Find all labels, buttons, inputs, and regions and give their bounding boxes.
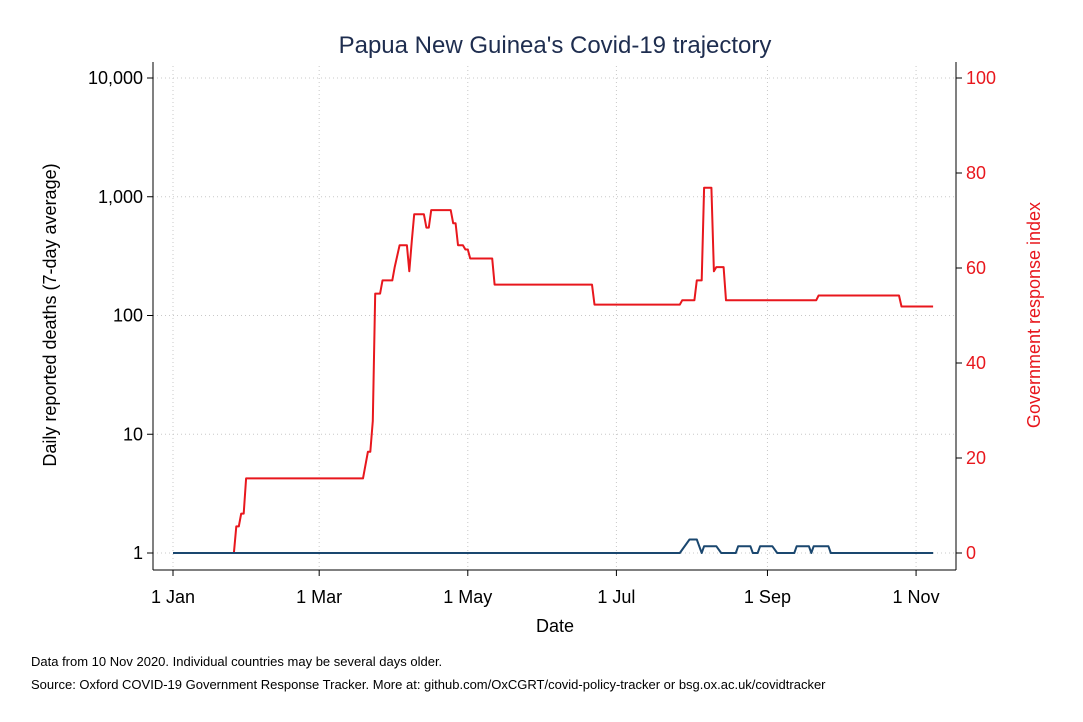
y-left-tick-label: 10,000: [88, 68, 143, 88]
x-tick-label: 1 May: [443, 587, 492, 607]
y-right-tick-label: 60: [966, 258, 986, 278]
y-left-tick-label: 10: [123, 424, 143, 444]
y-left-tick-label: 100: [113, 306, 143, 326]
x-tick-label: 1 Sep: [744, 587, 791, 607]
x-axis-label: Date: [536, 616, 574, 636]
data-date-note: Data from 10 Nov 2020. Individual countr…: [31, 654, 443, 669]
y-right-tick-label: 20: [966, 448, 986, 468]
y-axis-right-label: Government response index: [1024, 202, 1044, 428]
y-right-tick-label: 40: [966, 353, 986, 373]
x-tick-label: 1 Jul: [597, 587, 635, 607]
x-tick-label: 1 Mar: [296, 587, 342, 607]
y-left-tick-label: 1: [133, 543, 143, 563]
y-right-tick-label: 100: [966, 68, 996, 88]
y-axis-left-label: Daily reported deaths (7-day average): [40, 163, 60, 466]
y-right-tick-label: 0: [966, 543, 976, 563]
y-left-tick-label: 1,000: [98, 187, 143, 207]
deaths-line: [173, 538, 934, 554]
x-tick-label: 1 Nov: [893, 587, 940, 607]
x-tick-label: 1 Jan: [151, 587, 195, 607]
source-note: Source: Oxford COVID-19 Government Respo…: [31, 677, 826, 692]
response-index-line: [173, 186, 934, 554]
y-right-tick-label: 80: [966, 163, 986, 183]
chart-title: Papua New Guinea's Covid-19 trajectory: [339, 32, 772, 59]
grid-lines: [153, 62, 956, 570]
plot-area: [153, 62, 956, 570]
axes: 1 Jan 1 Mar 1 May 1 Jul 1 Sep 1 Nov 1 10 100 1,00…: [88, 62, 996, 607]
series-lines: [173, 186, 934, 554]
